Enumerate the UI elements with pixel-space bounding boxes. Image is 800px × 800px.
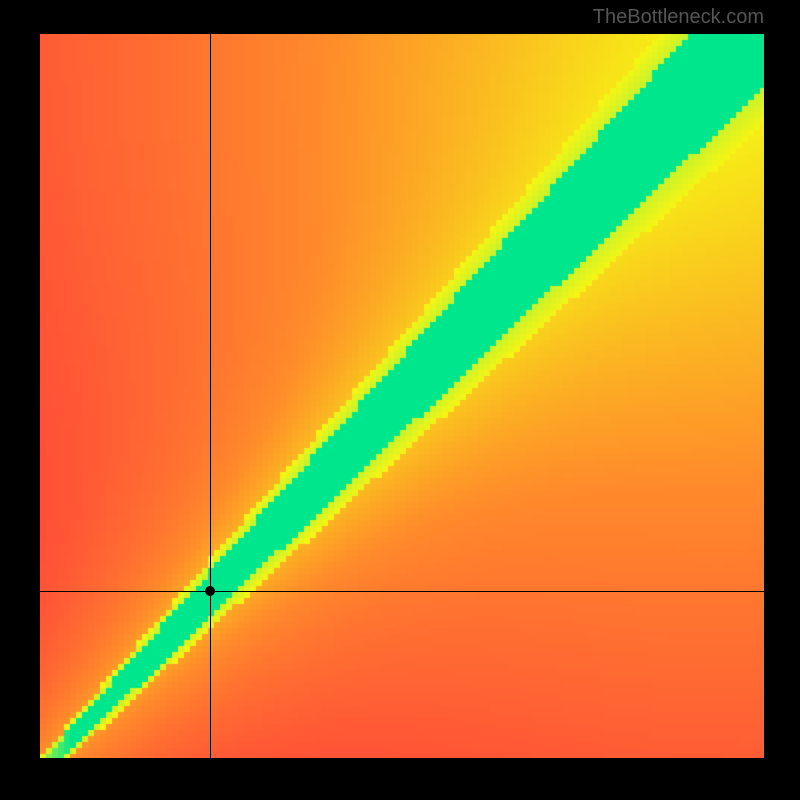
- watermark-text: TheBottleneck.com: [593, 6, 764, 29]
- crosshair-marker: [205, 586, 215, 596]
- crosshair-vertical: [210, 34, 211, 758]
- crosshair-horizontal: [40, 591, 764, 592]
- heatmap-plot: [40, 34, 764, 758]
- heatmap-canvas: [40, 34, 764, 758]
